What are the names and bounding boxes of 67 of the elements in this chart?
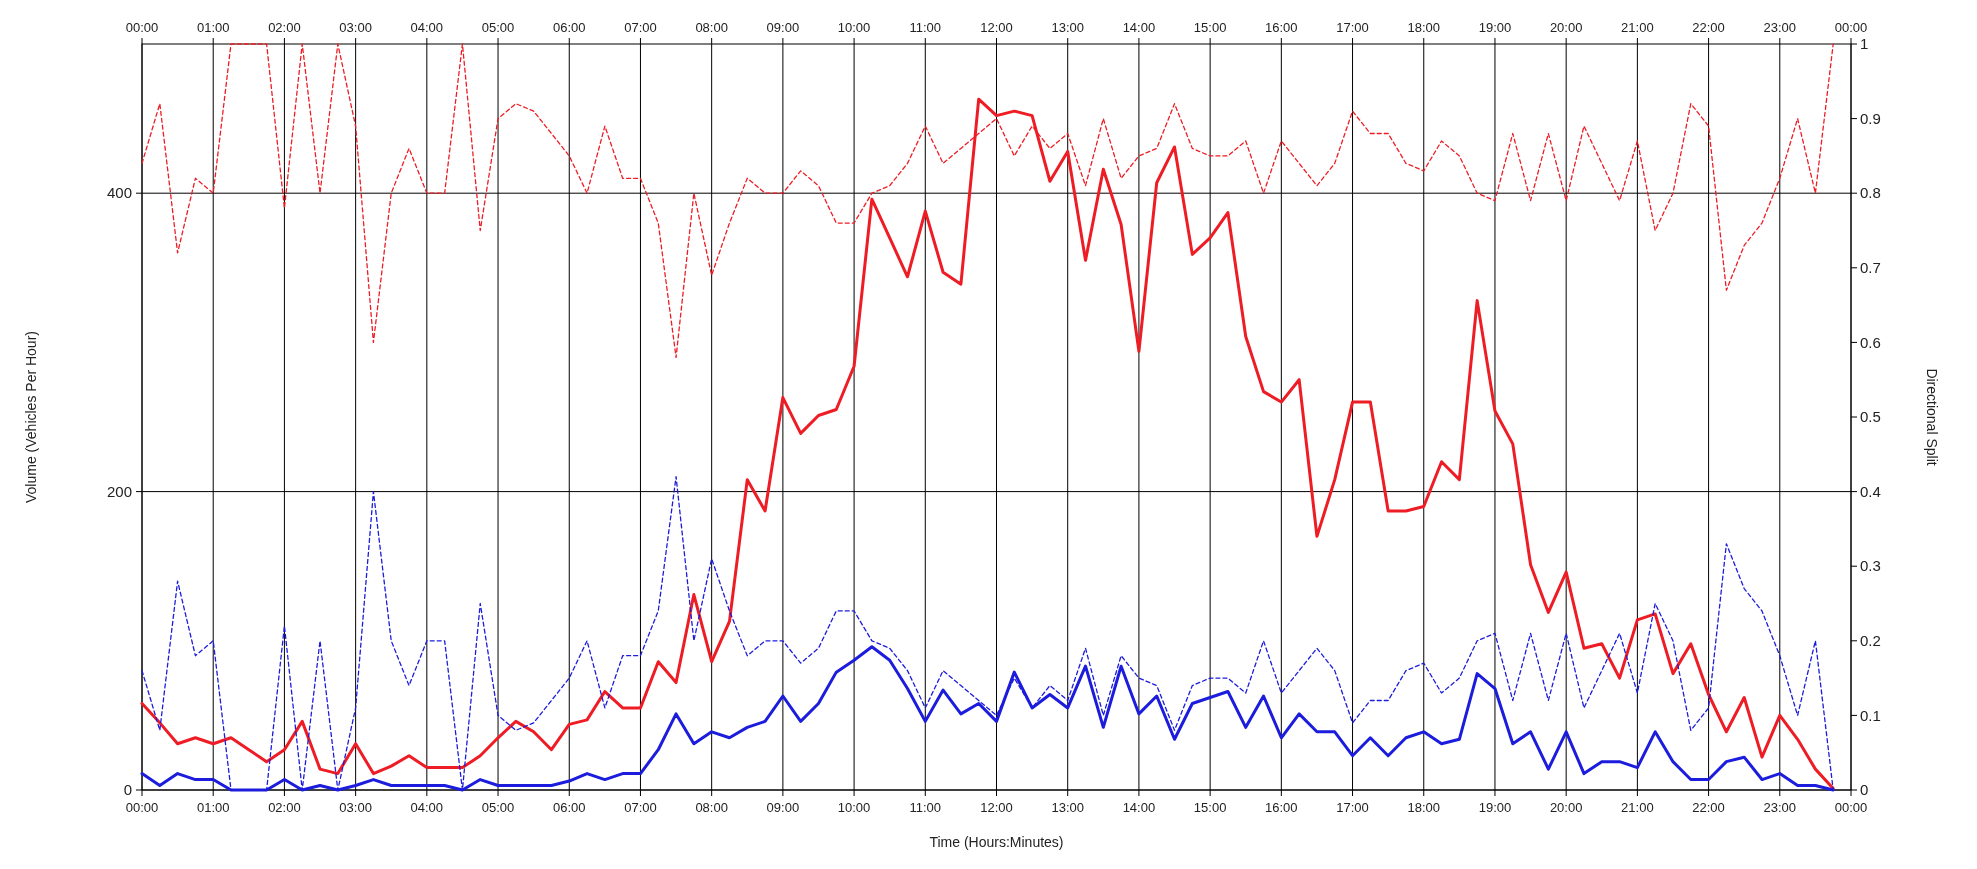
x2-tick-label: 09:00 [766,800,800,815]
x2-tick-label: 01:00 [196,800,230,815]
x2-tick-label: 10:00 [837,800,871,815]
y2-tick-label: 0.3 [1860,557,1881,575]
x2-tick-label: 20:00 [1549,800,1583,815]
y2-tick-label: 0 [1860,781,1869,799]
x-tick-label: 08:00 [695,20,728,35]
y2-tick-label: 0.9 [1860,109,1881,127]
y2-tick-label: 0.8 [1860,184,1881,202]
x-tick-label: 10:00 [837,20,871,35]
x-tick-label: 07:00 [624,20,657,35]
x-tick-label: 23:00 [1763,20,1797,35]
x-tick-label: 16:00 [1265,20,1298,35]
x2-tick-label: 13:00 [1051,800,1084,815]
x2-tick-label: 03:00 [339,800,372,815]
y-tick-label: 0 [123,781,132,799]
x-tick-label: 05:00 [481,20,515,35]
x-tick-label: 02:00 [268,20,301,35]
x2-tick-label: 00:00 [1834,800,1868,815]
y-tick-label: 200 [106,482,132,500]
x-tick-label: 06:00 [552,20,586,35]
x-tick-label: 22:00 [1692,20,1725,35]
y-axis-title: Volume (Vehicles Per Hour) [23,331,39,503]
x2-tick-label: 23:00 [1763,800,1797,815]
x-tick-label: 04:00 [410,20,444,35]
x2-tick-label: 00:00 [125,800,159,815]
x2-tick-label: 04:00 [410,800,444,815]
x2-tick-label: 07:00 [624,800,657,815]
x-tick-label: 00:00 [1834,20,1868,35]
x2-tick-label: 06:00 [552,800,586,815]
x-tick-label: 20:00 [1549,20,1583,35]
x2-tick-label: 17:00 [1336,800,1369,815]
x2-tick-label: 19:00 [1478,800,1512,815]
x2-tick-label: 05:00 [481,800,515,815]
x-tick-label: 14:00 [1122,20,1156,35]
x-tick-label: 15:00 [1193,20,1227,35]
x-tick-label: 11:00 [909,20,942,35]
y2-tick-label: 0.1 [1860,706,1881,724]
x2-tick-label: 21:00 [1621,800,1654,815]
x-tick-label: 19:00 [1478,20,1512,35]
y2-tick-label: 0.4 [1860,482,1881,500]
x2-tick-label: 18:00 [1407,800,1441,815]
x-tick-label: 17:00 [1336,20,1369,35]
x2-tick-label: 15:00 [1193,800,1227,815]
x-tick-label: 00:00 [125,20,159,35]
y2-tick-label: 0.5 [1860,408,1881,426]
y2-tick-label: 0.6 [1860,333,1881,351]
x-tick-label: 13:00 [1051,20,1084,35]
y2-tick-label: 1 [1860,35,1869,53]
x2-tick-label: 16:00 [1265,800,1298,815]
x2-tick-label: 22:00 [1692,800,1725,815]
y-tick-label: 400 [106,184,132,202]
x2-tick-label: 02:00 [268,800,301,815]
y2-axis-title: Directional Split [1924,368,1940,466]
x-tick-label: 01:00 [196,20,230,35]
x-axis-title: Time (Hours:Minutes) [929,834,1064,850]
x-tick-label: 03:00 [339,20,372,35]
x2-tick-label: 14:00 [1122,800,1156,815]
x-tick-label: 21:00 [1621,20,1654,35]
x-tick-label: 18:00 [1407,20,1441,35]
x2-tick-label: 12:00 [980,800,1013,815]
x-tick-label: 12:00 [980,20,1013,35]
x2-tick-label: 08:00 [695,800,728,815]
y2-tick-label: 0.2 [1860,632,1881,650]
x2-tick-label: 11:00 [909,800,942,815]
x-tick-label: 09:00 [766,20,800,35]
y2-tick-label: 0.7 [1860,259,1881,277]
